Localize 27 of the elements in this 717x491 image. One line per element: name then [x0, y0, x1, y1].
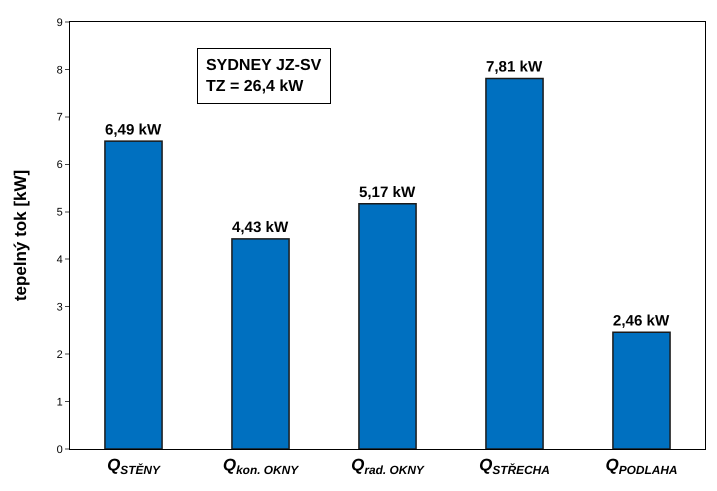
y-tick-label: 3 — [56, 302, 63, 314]
x-tick-label: Q$_{STŘECHA}$ — [479, 455, 550, 477]
x-tick-label: Q$_{PODLAHA}$ — [605, 455, 678, 477]
data-label: 6,49 kW — [104, 121, 162, 138]
annotation: SYDNEY JZ-SV TZ = 26,4 kW — [206, 57, 322, 95]
y-tick-label: 1 — [56, 396, 63, 408]
data-label: 4,43 kW — [232, 219, 289, 236]
y-tick-label: 8 — [56, 64, 63, 76]
data-label: 2,46 kW — [612, 312, 670, 330]
y-axis-title: tepelný tok [kW] — [11, 170, 30, 302]
y-tick-label: 9 — [56, 16, 63, 29]
x-tick-label: Q$_{rad. OKNY}$ — [351, 455, 425, 477]
bar — [358, 202, 417, 449]
bar — [104, 140, 163, 449]
bar — [485, 78, 544, 449]
y-tick-label: 4 — [56, 254, 63, 266]
x-tick-label: Q$_{kon. OKNY}$ — [222, 455, 300, 477]
y-tick-label: 5 — [56, 206, 63, 219]
y-tick-label: 7 — [56, 112, 63, 124]
bar — [612, 332, 671, 449]
data-label: 5,17 kW — [358, 184, 416, 201]
y-tick-label: 0 — [56, 444, 63, 456]
bar — [231, 238, 290, 449]
x-tick-label: Q$_{STĚNY}$ — [107, 455, 161, 477]
y-tick-label: 2 — [56, 348, 63, 361]
data-label: 7,81 kW — [486, 58, 543, 76]
y-tick-label: 6 — [56, 159, 63, 172]
